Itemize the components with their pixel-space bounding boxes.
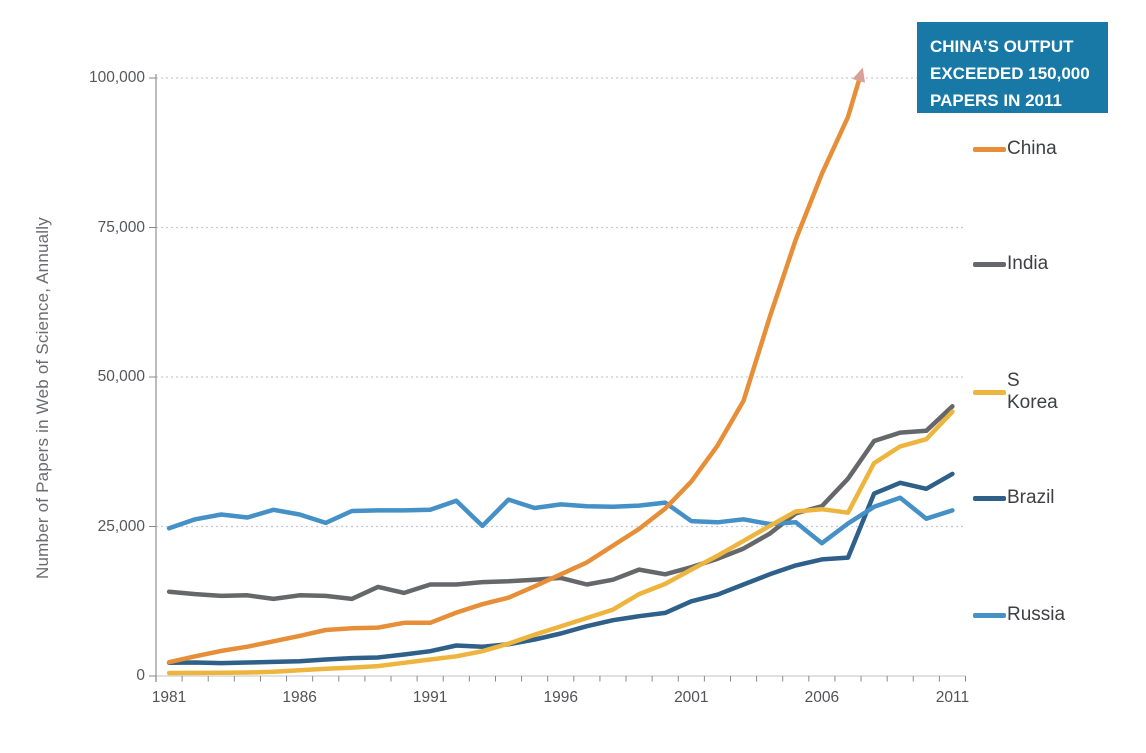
legend-item-india: India: [973, 253, 1048, 275]
x-tick-label-1981: 1981: [151, 689, 187, 706]
x-tick-label-1996: 1996: [543, 689, 578, 706]
legend-swatch-brazil: [973, 495, 1006, 501]
y-axis-title: Number of Papers in Web of Science, Annu…: [28, 128, 58, 668]
china-arrowhead-icon: [852, 67, 865, 83]
callout-box: CHINA’S OUTPUT EXCEEDED 150,000 PAPERS I…: [917, 22, 1108, 113]
series-line-india: [166, 404, 955, 602]
y-tick-label-50000: 50,000: [97, 368, 145, 385]
series-line-russia: [166, 495, 955, 546]
y-axis-title-text: Number of Papers in Web of Science, Annu…: [33, 217, 52, 579]
y-tick-label-0: 0: [136, 667, 145, 684]
legend-swatch-china: [973, 146, 1006, 152]
legend-label-china: China: [1007, 138, 1057, 159]
legend-label-russia: Russia: [1007, 604, 1066, 625]
y-tick-label-100000: 100,000: [88, 69, 145, 86]
legend-label-s-korea: S Korea: [1007, 370, 1058, 413]
legend-swatch-russia: [973, 612, 1006, 618]
y-tick-label-75000: 75,000: [97, 218, 145, 236]
legend-item-china: China: [973, 138, 1057, 160]
legend-item-brazil: Brazil: [973, 487, 1055, 509]
series-line-brazil: [166, 471, 955, 666]
x-tick-label-2011: 2011: [935, 689, 970, 706]
legend-swatch-india: [973, 261, 1006, 267]
series-line-china: [166, 78, 862, 665]
x-tick-label-2006: 2006: [804, 689, 840, 706]
y-tick-label-25000: 25,000: [97, 517, 145, 535]
legend-item-russia: Russia: [973, 604, 1065, 626]
series-line-s-korea: [166, 409, 955, 676]
callout-text: CHINA’S OUTPUT EXCEEDED 150,000 PAPERS I…: [930, 37, 1090, 110]
legend-label-india: India: [1007, 253, 1049, 274]
x-tick-label-1991: 1991: [412, 689, 448, 706]
x-tick-label-2001: 2001: [674, 689, 709, 706]
legend-item-s-korea: S Korea: [973, 370, 1058, 414]
legend-label-brazil: Brazil: [1007, 487, 1055, 508]
x-tick-label-1986: 1986: [282, 689, 317, 706]
legend-swatch-s-korea: [973, 389, 1006, 395]
